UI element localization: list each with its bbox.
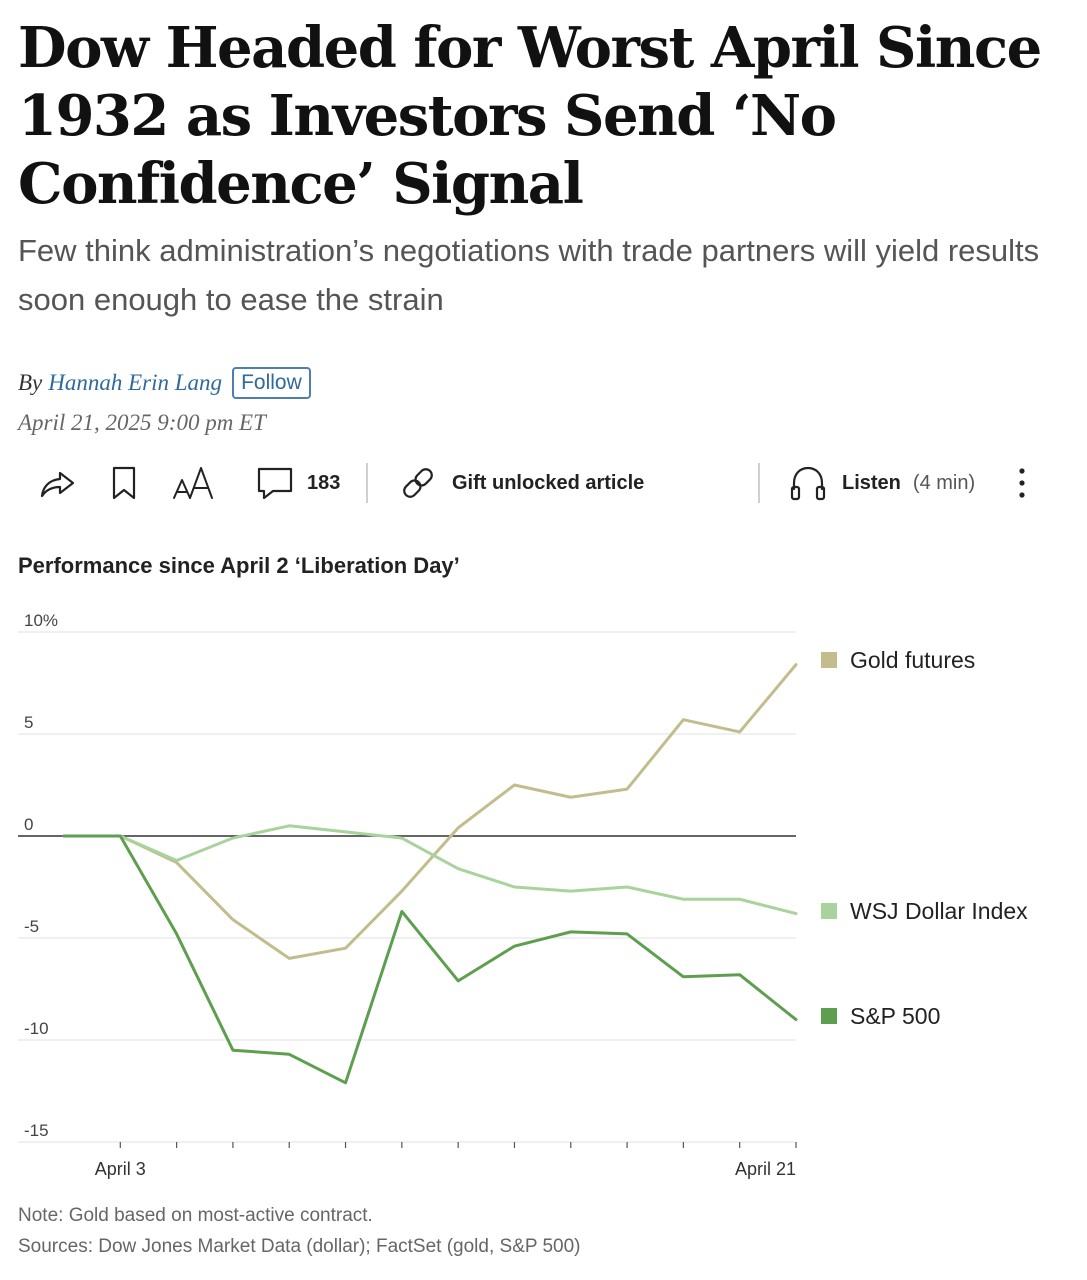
article-toolbar: 183 Gift unlocked article Listen (4 min) <box>0 455 1087 511</box>
bookmark-button[interactable] <box>110 455 138 511</box>
x-tick-label: April 3 <box>95 1159 146 1179</box>
chart-title: Performance since April 2 ‘Liberation Da… <box>18 553 460 578</box>
more-options-button[interactable] <box>1012 455 1032 511</box>
legend-label: Gold futures <box>850 647 975 673</box>
share-icon <box>40 471 75 498</box>
series-line <box>62 663 798 960</box>
byline-prefix: By <box>18 370 43 395</box>
series-line <box>62 834 798 1085</box>
byline: By Hannah Erin Lang Follow <box>18 367 311 399</box>
text-size-icon <box>173 467 213 499</box>
y-tick-label: -5 <box>24 917 39 936</box>
toolbar-divider <box>758 463 760 503</box>
author-link[interactable]: Hannah Erin Lang <box>48 370 223 395</box>
y-tick-label: -15 <box>24 1121 49 1140</box>
y-tick-label: -10 <box>24 1019 49 1038</box>
performance-chart: 10% 5 0 -5 -10 -15 April 3 April 21 Gold futures… <box>18 611 1028 1179</box>
gift-article-label: Gift unlocked article <box>452 471 645 494</box>
legend-label: S&P 500 <box>850 1003 940 1029</box>
headphones-icon <box>790 466 826 501</box>
listen-button[interactable]: Listen (4 min) <box>788 455 975 511</box>
headline: Dow Headed for Worst April Since 1932 as… <box>18 15 1042 217</box>
toolbar-divider <box>366 463 368 503</box>
series-line <box>62 824 798 916</box>
dek: Few think administration’s negotiations … <box>18 233 1040 317</box>
y-tick-label: 5 <box>24 713 33 732</box>
legend-swatch <box>821 903 837 919</box>
comment-icon <box>257 467 293 500</box>
text-size-button[interactable] <box>172 455 216 511</box>
follow-button[interactable]: Follow <box>232 367 311 399</box>
dateline: April 21, 2025 9:00 pm ET <box>18 410 266 435</box>
x-tick-label: April 21 <box>735 1159 796 1179</box>
comments-button[interactable]: 183 <box>255 455 340 511</box>
chart-note: Note: Gold based on most-active contract… <box>18 1205 373 1226</box>
legend-swatch <box>821 652 837 668</box>
listen-duration: (4 min) <box>912 471 976 494</box>
comment-count: 183 <box>307 471 341 494</box>
gift-article-button[interactable]: Gift unlocked article <box>398 455 644 511</box>
chart-sources: Sources: Dow Jones Market Data (dollar);… <box>18 1236 581 1257</box>
more-icon <box>1019 468 1025 498</box>
link-icon <box>403 468 433 498</box>
share-button[interactable] <box>38 455 78 511</box>
legend-swatch <box>821 1008 837 1024</box>
bookmark-icon <box>112 466 136 500</box>
legend-label: WSJ Dollar Index <box>850 898 1028 924</box>
y-tick-label: 0 <box>24 815 33 834</box>
y-tick-label: 10% <box>24 611 58 630</box>
listen-label: Listen <box>842 471 901 494</box>
